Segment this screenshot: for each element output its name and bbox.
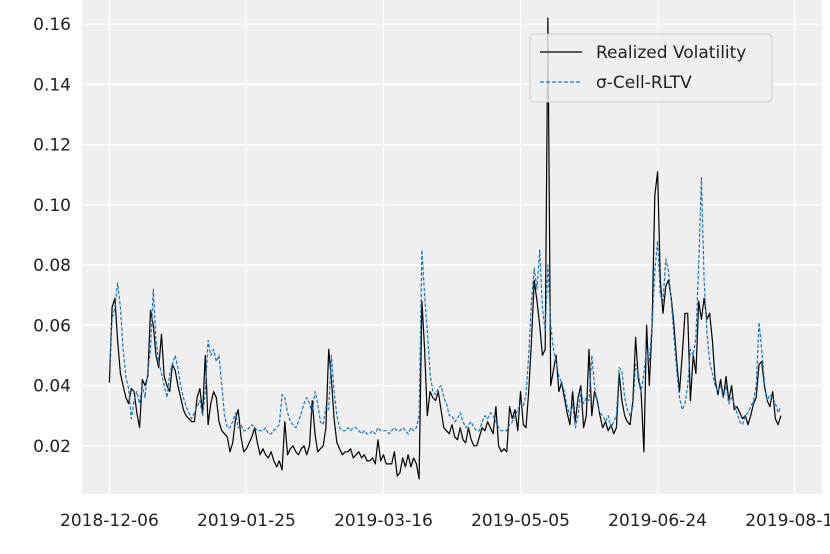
x-tick-label: 2019-03-16 — [334, 511, 433, 531]
x-tick-label: 2019-05-05 — [471, 511, 570, 531]
legend-box — [529, 33, 773, 103]
grid-lines — [82, 0, 822, 494]
y-tick-label: 0.10 — [33, 196, 71, 216]
x-tick-label: 2019-08-13 — [745, 511, 830, 531]
y-tick-label: 0.04 — [33, 377, 71, 397]
y-tick-label: 0.06 — [33, 316, 71, 336]
y-tick-label: 0.08 — [33, 256, 71, 276]
y-tick-label: 0.02 — [33, 437, 71, 457]
y-tick-label: 0.14 — [33, 75, 71, 95]
y-tick-label: 0.16 — [33, 15, 71, 35]
legend-label-sigma-cell-rltv: σ-Cell-RLTV — [596, 73, 692, 93]
legend: Realized Volatility σ-Cell-RLTV — [529, 33, 773, 103]
x-tick-label: 2018-12-06 — [60, 511, 159, 531]
y-axis-ticks: 0.02 0.04 0.06 0.08 0.10 0.12 0.14 0.16 — [33, 15, 71, 457]
series-layer — [108, 17, 782, 480]
series-line-realized-volatility — [108, 17, 782, 480]
x-axis-ticks: 2018-12-06 2019-01-25 2019-03-16 2019-05-05… — [60, 511, 830, 531]
y-tick-label: 0.12 — [33, 136, 71, 156]
x-tick-label: 2019-01-25 — [197, 511, 296, 531]
series-line-sigma-cell-rltv — [108, 177, 782, 435]
x-tick-label: 2019-06-24 — [608, 511, 707, 531]
legend-label-realized-volatility: Realized Volatility — [596, 43, 746, 63]
